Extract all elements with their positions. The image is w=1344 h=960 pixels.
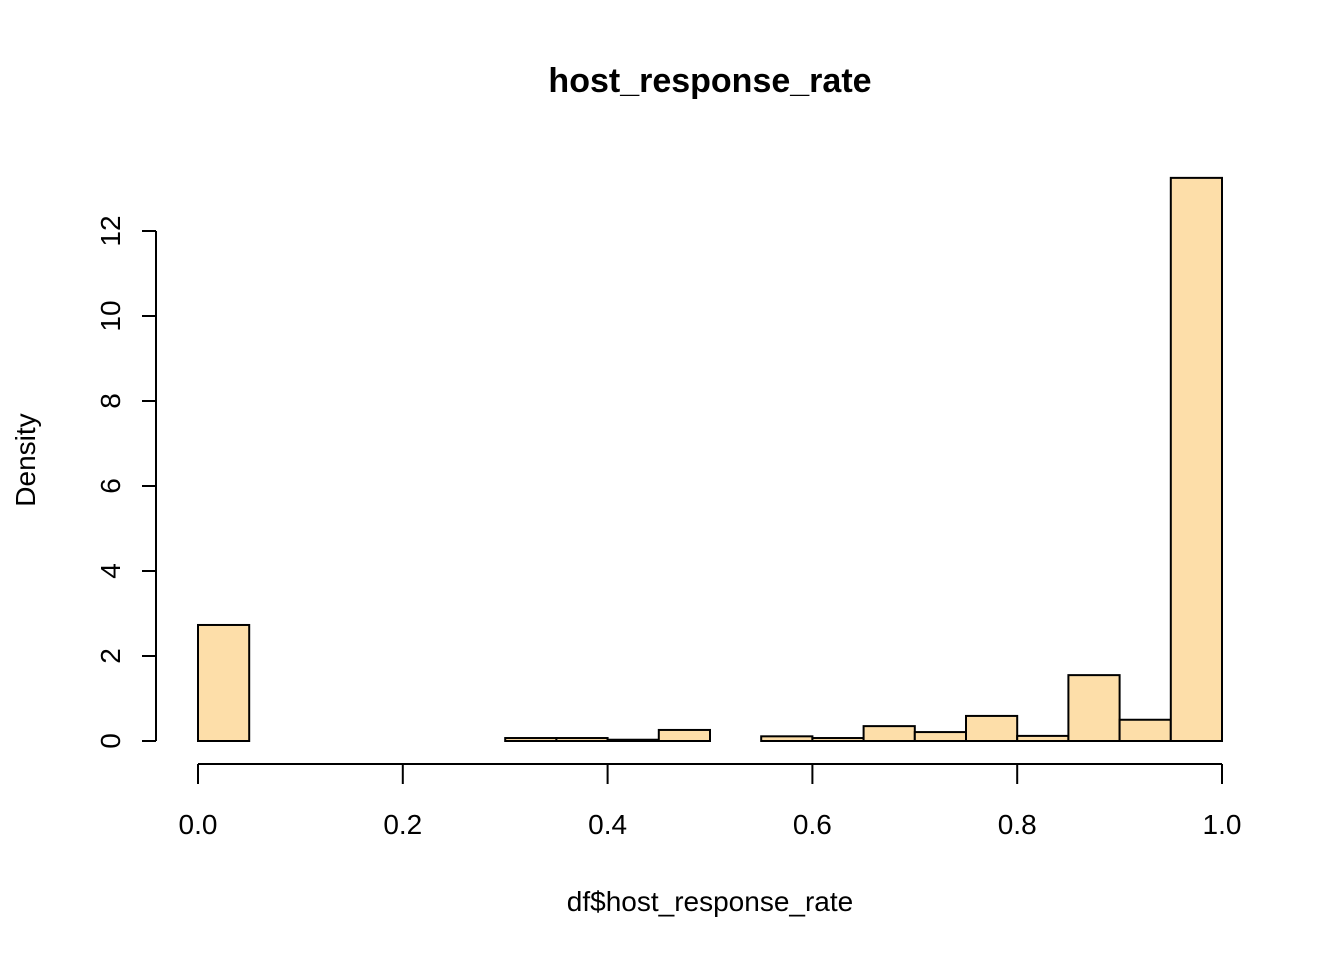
histogram-bar bbox=[811, 737, 865, 743]
histogram-bar bbox=[197, 623, 251, 742]
histogram-bar bbox=[862, 725, 916, 742]
y-axis: 0 2 4 6 8 10 12 bbox=[95, 215, 157, 749]
histogram-bar bbox=[657, 728, 711, 743]
y-tick-label: 6 bbox=[95, 478, 126, 494]
x-axis: 0.0 0.2 0.4 0.6 0.8 1.0 bbox=[179, 763, 1242, 840]
histogram-bar bbox=[1169, 176, 1224, 742]
y-axis-label: Density bbox=[10, 413, 41, 506]
y-tick-label: 10 bbox=[95, 300, 126, 331]
y-tick-label: 12 bbox=[95, 215, 126, 246]
histogram-bar bbox=[606, 738, 660, 742]
histogram-bar bbox=[1016, 734, 1070, 743]
x-tick-label: 1.0 bbox=[1203, 809, 1242, 840]
x-tick-label: 0.2 bbox=[383, 809, 422, 840]
x-tick-label: 0.0 bbox=[179, 809, 218, 840]
histogram-bar bbox=[504, 737, 558, 743]
histogram-bar bbox=[965, 714, 1019, 742]
histogram-bars bbox=[197, 176, 1224, 743]
chart-title: host_response_rate bbox=[548, 62, 871, 100]
histogram-bar bbox=[1118, 718, 1172, 742]
x-tick-label: 0.4 bbox=[588, 809, 627, 840]
histogram-bar bbox=[1067, 674, 1121, 742]
x-tick-label: 0.6 bbox=[793, 809, 832, 840]
histogram-bar bbox=[913, 731, 967, 743]
y-tick-label: 8 bbox=[95, 393, 126, 409]
histogram-bar bbox=[760, 735, 814, 743]
y-tick-label: 2 bbox=[95, 648, 126, 664]
histogram-bar bbox=[555, 737, 609, 743]
y-tick-label: 0 bbox=[95, 733, 126, 749]
y-tick-label: 4 bbox=[95, 563, 126, 579]
x-axis-label: df$host_response_rate bbox=[567, 886, 853, 917]
x-tick-label: 0.8 bbox=[998, 809, 1037, 840]
